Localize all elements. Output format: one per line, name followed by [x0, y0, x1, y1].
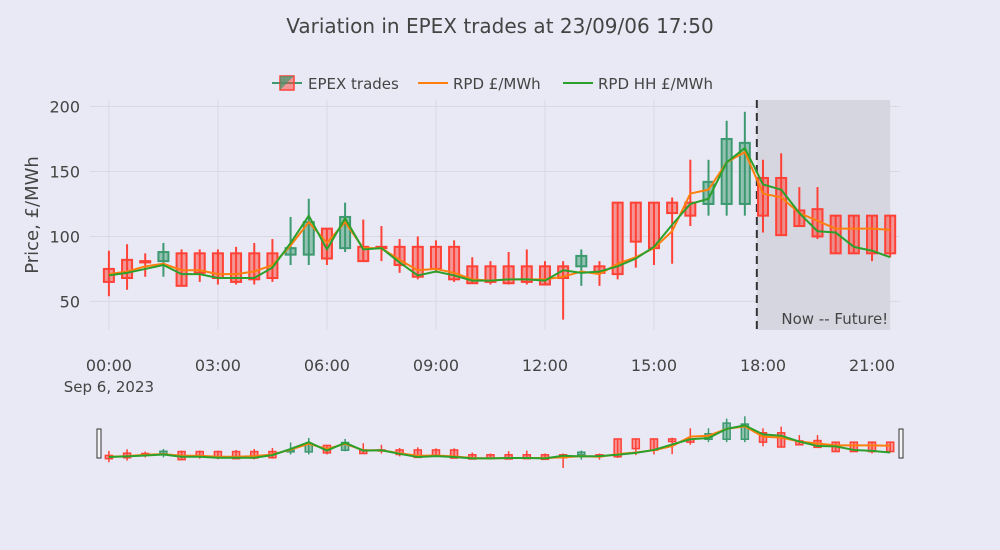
x-tick-label: 21:00 — [849, 356, 895, 375]
candle-body — [575, 254, 588, 268]
candle-body — [884, 214, 897, 255]
candle — [829, 214, 842, 255]
range-slider-left-handle[interactable] — [96, 428, 102, 459]
candle-body — [248, 252, 261, 281]
candle-body — [466, 265, 479, 285]
candle — [738, 111, 751, 216]
candle — [393, 239, 406, 273]
range-slider-right-handle[interactable] — [898, 428, 904, 459]
candle-body — [121, 258, 134, 280]
rpd-hh-line — [108, 147, 891, 282]
chart-title: Variation in EPEX trades at 23/09/06 17:… — [286, 14, 713, 38]
legend-candle-icon — [280, 76, 294, 90]
candle — [357, 219, 370, 263]
candle-body — [577, 451, 586, 456]
candle-body — [411, 245, 424, 278]
candle-body — [139, 260, 152, 264]
candle-body — [631, 438, 641, 450]
candle-body — [738, 141, 751, 205]
candle — [885, 441, 895, 453]
candle-body — [429, 245, 442, 270]
y-tick-label: 100 — [49, 227, 80, 246]
x-tick-label: 06:00 — [304, 356, 350, 375]
candle — [866, 214, 879, 262]
candle — [304, 437, 314, 455]
candle-body — [775, 176, 788, 237]
candle-body — [193, 252, 206, 274]
x-tick-label: 09:00 — [413, 356, 459, 375]
candle — [575, 249, 588, 286]
candle — [157, 242, 170, 277]
candle-body — [757, 176, 770, 217]
candle — [647, 201, 660, 266]
axes: 50 100 150 200 00:00 Sep 6, 2023 03:00 06:00 09:… — [49, 97, 895, 396]
candle-body — [230, 252, 243, 283]
candle-body — [448, 245, 461, 281]
candle — [121, 244, 134, 290]
x-tick-label: 15:00 — [631, 356, 677, 375]
candle-body — [829, 214, 842, 255]
y-axis-label: Price, £/MWh — [22, 156, 43, 274]
candle-body — [667, 438, 677, 443]
candle-body — [702, 180, 715, 205]
candle-body — [157, 251, 170, 263]
range-slider[interactable] — [96, 416, 904, 469]
candle-body — [666, 201, 679, 215]
candle-body — [538, 265, 551, 286]
candle — [175, 249, 188, 287]
candle-body — [502, 265, 515, 285]
candle-body — [885, 441, 895, 453]
x-tick-sublabel: Sep 6, 2023 — [64, 378, 154, 396]
candle — [339, 202, 352, 253]
legend-label-rpd: RPD £/MWh — [453, 75, 541, 93]
candle-body — [847, 214, 860, 255]
candle-body — [339, 215, 352, 250]
y-tick-label: 150 — [49, 162, 80, 181]
candle — [193, 249, 206, 282]
candle — [884, 214, 897, 258]
candle — [757, 159, 770, 233]
candle — [649, 438, 659, 455]
now-future-annotation: Now -- Future! — [781, 310, 888, 328]
candle-body — [484, 265, 497, 283]
candle — [320, 227, 333, 266]
candle — [302, 198, 315, 266]
candle — [359, 443, 368, 455]
candle-body — [520, 265, 533, 283]
candle — [211, 249, 224, 285]
candle — [139, 253, 152, 277]
x-tick-label: 18:00 — [740, 356, 786, 375]
candle-body — [629, 201, 642, 243]
y-tick-label: 200 — [49, 97, 80, 116]
x-tick-label: 03:00 — [195, 356, 241, 375]
candle-body — [611, 201, 624, 276]
candle — [775, 153, 788, 237]
candle — [377, 444, 386, 454]
legend-label-epex: EPEX trades — [308, 75, 399, 93]
legend: EPEX trades RPD £/MWh RPD HH £/MWh — [272, 75, 713, 93]
candle — [740, 416, 750, 443]
candle — [411, 236, 424, 280]
rpd-hh-line — [108, 424, 891, 460]
candle-body — [613, 438, 622, 458]
candle-body — [849, 441, 859, 453]
candle-body — [740, 423, 750, 441]
x-tick-label: 00:00 — [86, 356, 132, 375]
candle — [702, 159, 715, 216]
series-lines — [108, 147, 891, 282]
x-tick-label: 12:00 — [522, 356, 568, 375]
rpd-line — [108, 425, 891, 460]
legend-label-rpd-hh: RPD HH £/MWh — [598, 75, 713, 93]
candle — [375, 226, 388, 262]
y-tick-label: 50 — [60, 292, 80, 311]
candle-body — [866, 214, 879, 255]
candle-body — [776, 432, 786, 448]
